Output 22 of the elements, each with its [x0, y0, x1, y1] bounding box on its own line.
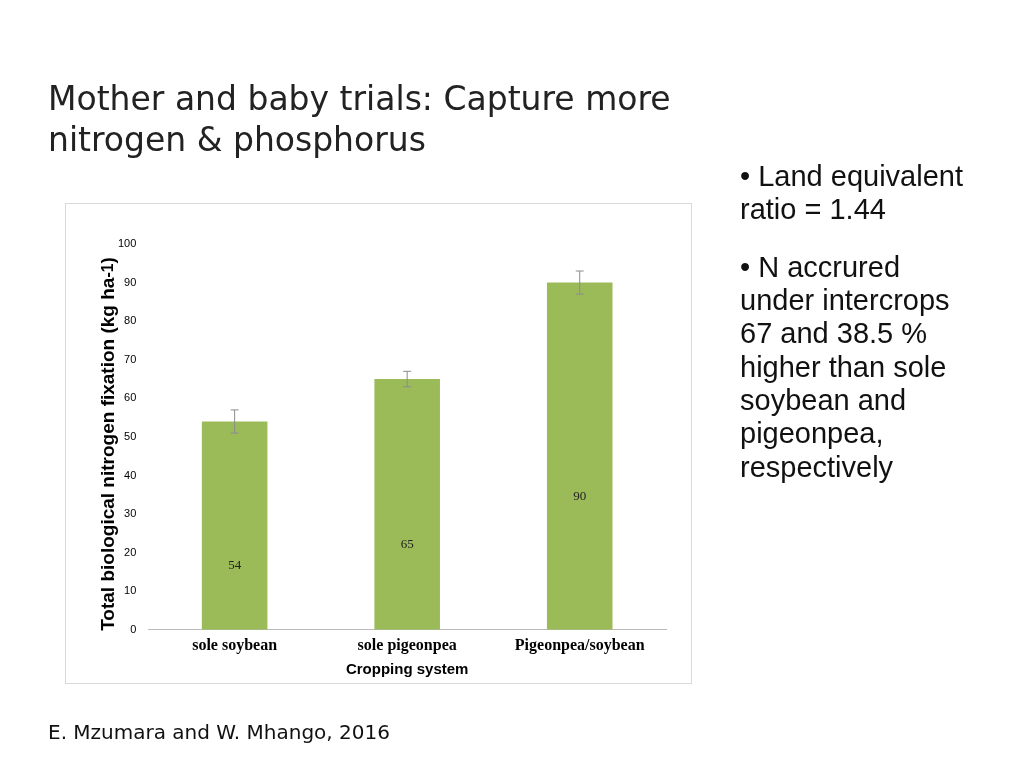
y-tick-label: 0 — [130, 622, 137, 635]
y-tick-label: 50 — [124, 429, 137, 442]
x-tick-label: Pigeonpea/soybean — [514, 635, 645, 654]
text: • N accrured under intercrops 67 and 38.5 % higher than sole soybean and pigeonpea, respectively — [740, 250, 951, 485]
y-tick-label: 60 — [124, 391, 137, 404]
data-label: 90 — [573, 487, 587, 503]
y-tick-label: 100 — [117, 237, 137, 250]
data-label: 54 — [228, 557, 242, 573]
x-axis-title: Cropping system — [345, 660, 469, 678]
y-tick-label: 20 — [124, 545, 137, 558]
x-tick-label: sole soybean — [192, 635, 278, 654]
y-tick-label: 70 — [124, 352, 137, 365]
y-tick-label: 80 — [124, 314, 137, 327]
text: • Land equivalent ratio = 1.44 — [740, 160, 964, 227]
y-tick-label: 30 — [124, 507, 137, 520]
y-tick-label: 10 — [124, 584, 137, 597]
text: E. Mzumara and W. Mhango, 2016 — [48, 720, 390, 744]
x-tick-label: sole pigeonpea — [357, 635, 457, 654]
y-tick-label: 40 — [124, 468, 137, 481]
y-tick-label: 90 — [124, 275, 137, 288]
data-label: 65 — [400, 535, 414, 551]
chart-title: Mother and baby trials: Capture more nitrogen & phosphorus — [48, 78, 672, 161]
